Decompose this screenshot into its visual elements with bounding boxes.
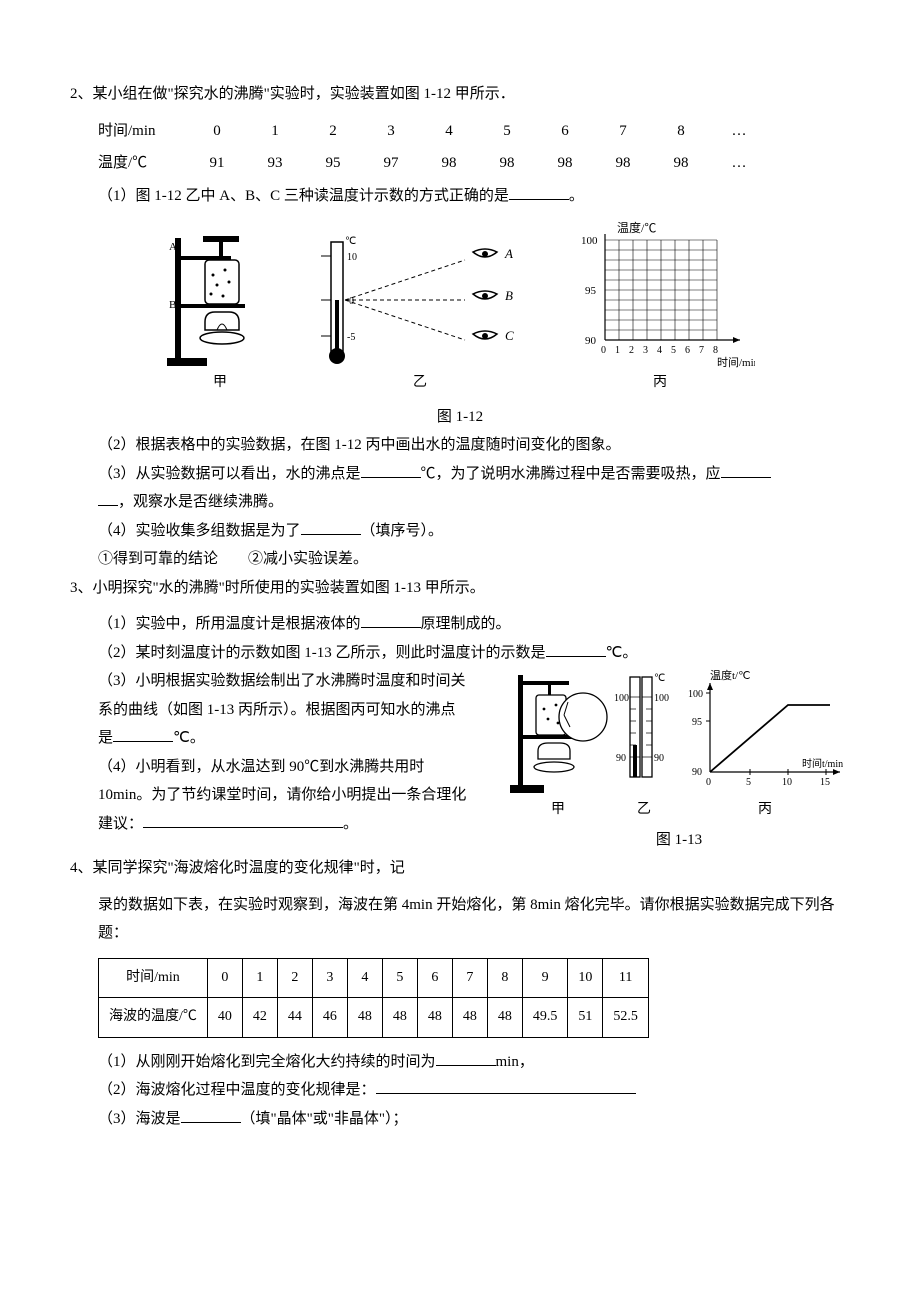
q3-part4: （4）小明看到，从水温达到 90℃到水沸腾共用时 10min。为了节约课堂时间，…: [70, 753, 470, 839]
svg-text:95: 95: [585, 285, 597, 297]
svg-text:2: 2: [629, 345, 634, 356]
svg-text:时间t/min: 时间t/min: [802, 757, 843, 770]
q2-data-row-temp: 温度/℃ 91 93 95 97 98 98 98 98 98 …: [70, 149, 850, 178]
thermometer-yi-icon: ℃ 10 0 -5 A B C: [305, 230, 535, 370]
svg-text:A: A: [169, 241, 177, 253]
q2-part2: （2）根据表格中的实验数据，在图 1-12 丙中画出水的温度随时间变化的图象。: [70, 431, 850, 460]
svg-text:100: 100: [688, 689, 703, 700]
blank[interactable]: [721, 462, 771, 478]
blank[interactable]: [509, 184, 569, 200]
svg-text:8: 8: [713, 345, 718, 356]
figure-1-12: A B 甲 ℃ 10 0 -5: [70, 220, 850, 397]
blank[interactable]: [98, 490, 118, 506]
svg-text:15: 15: [820, 777, 830, 788]
svg-text:100: 100: [581, 235, 598, 247]
blank[interactable]: [361, 462, 421, 478]
svg-text:5: 5: [746, 777, 751, 788]
q4-stem-b: 录的数据如下表，在实验时观察到，海波在第 4min 开始熔化，第 8min 熔化…: [70, 891, 850, 948]
svg-text:7: 7: [699, 345, 704, 356]
q4-part2: （2）海波熔化过程中温度的变化规律是：: [70, 1076, 850, 1105]
svg-text:90: 90: [692, 767, 702, 778]
svg-text:3: 3: [643, 345, 648, 356]
q2-time-label: 时间/min: [98, 117, 188, 146]
chart-bing2: 温度t/℃ 100 95 90 0 5 10 15 时间t/min: [680, 667, 850, 797]
svg-text:时间/min: 时间/min: [717, 356, 755, 369]
table-row: 海波的温度/℃ 40424446484848484849.55152.5: [99, 998, 649, 1038]
svg-text:100: 100: [614, 693, 629, 704]
svg-text:B: B: [169, 299, 176, 311]
svg-text:℃: ℃: [654, 673, 665, 684]
table-row: 时间/min 01234567891011: [99, 958, 649, 998]
svg-text:℃: ℃: [345, 236, 356, 247]
blank[interactable]: [301, 519, 361, 535]
svg-text:90: 90: [654, 753, 664, 764]
q3-part1: （1）实验中，所用温度计是根据液体的原理制成的。: [70, 610, 850, 639]
q2-stem: 2、某小组在做"探究水的沸腾"实验时，实验装置如图 1-12 甲所示．: [70, 80, 850, 109]
svg-text:0: 0: [601, 345, 606, 356]
svg-text:温度t/℃: 温度t/℃: [710, 668, 750, 682]
svg-text:10: 10: [782, 777, 792, 788]
svg-text:温度/℃: 温度/℃: [617, 220, 656, 235]
svg-text:5: 5: [671, 345, 676, 356]
figure-1-13: 甲 ℃ 100 100 90 90: [508, 667, 850, 854]
svg-text:1: 1: [615, 345, 620, 356]
svg-text:6: 6: [685, 345, 690, 356]
svg-text:10: 10: [347, 252, 357, 263]
svg-text:95: 95: [692, 717, 702, 728]
svg-text:C: C: [505, 328, 514, 343]
q2-part1: （1）图 1-12 乙中 A、B、C 三种读温度计示数的方式正确的是。: [70, 182, 850, 211]
apparatus-jia2-icon: [508, 667, 608, 797]
fig-1-13-caption: 图 1-13: [508, 826, 850, 855]
q2-data-row-time: 时间/min 0 1 2 3 4 5 6 7 8 …: [70, 117, 850, 146]
thermometer-yi2-icon: ℃ 100 100 90 90: [614, 667, 674, 797]
svg-text:B: B: [505, 288, 513, 303]
blank[interactable]: [436, 1050, 496, 1066]
svg-text:90: 90: [616, 753, 626, 764]
fig-1-12-caption: 图 1-12: [70, 403, 850, 432]
q3-part2: （2）某时刻温度计的示数如图 1-13 乙所示，则此时温度计的示数是℃。: [70, 639, 850, 668]
apparatus-jia-icon: A B: [165, 230, 275, 370]
blank[interactable]: [546, 641, 606, 657]
blank[interactable]: [143, 812, 343, 828]
svg-text:4: 4: [657, 345, 662, 356]
svg-text:A: A: [504, 246, 513, 261]
svg-text:100: 100: [654, 693, 669, 704]
q2-part3: （3）从实验数据可以看出，水的沸点是℃，为了说明水沸腾过程中是否需要吸热，应: [70, 460, 850, 489]
q2-part4: （4）实验收集多组数据是为了（填序号）。: [70, 517, 850, 546]
q4-stem-a: 4、某同学探究"海波熔化时温度的变化规律"时，记: [70, 854, 850, 883]
blank[interactable]: [361, 612, 421, 628]
svg-text:0: 0: [706, 777, 711, 788]
svg-text:-5: -5: [347, 332, 355, 343]
q2-part4-opts: ①得到可靠的结论 ②减小实验误差。: [70, 545, 850, 574]
q4-part1: （1）从刚刚开始熔化到完全熔化大约持续的时间为min，: [70, 1048, 850, 1077]
q3-stem: 3、小明探究"水的沸腾"时所使用的实验装置如图 1-13 甲所示。: [70, 574, 850, 603]
svg-text:90: 90: [585, 335, 597, 347]
blank[interactable]: [181, 1107, 241, 1123]
q3-part3: （3）小明根据实验数据绘制出了水沸腾时温度和时间关系的曲线（如图 1-13 丙所…: [70, 667, 470, 753]
blank[interactable]: [376, 1078, 636, 1094]
chart-bing-grid: 温度/℃ 100 95 90 0 1 2 3 4 5 6 7 8 时间/min: [565, 220, 755, 370]
blank[interactable]: [113, 726, 173, 742]
q2-temp-label: 温度/℃: [98, 149, 188, 178]
q4-part3: （3）海波是（填"晶体"或"非晶体"）；: [70, 1105, 850, 1134]
q4-table: 时间/min 01234567891011 海波的温度/℃ 4042444648…: [98, 958, 649, 1038]
